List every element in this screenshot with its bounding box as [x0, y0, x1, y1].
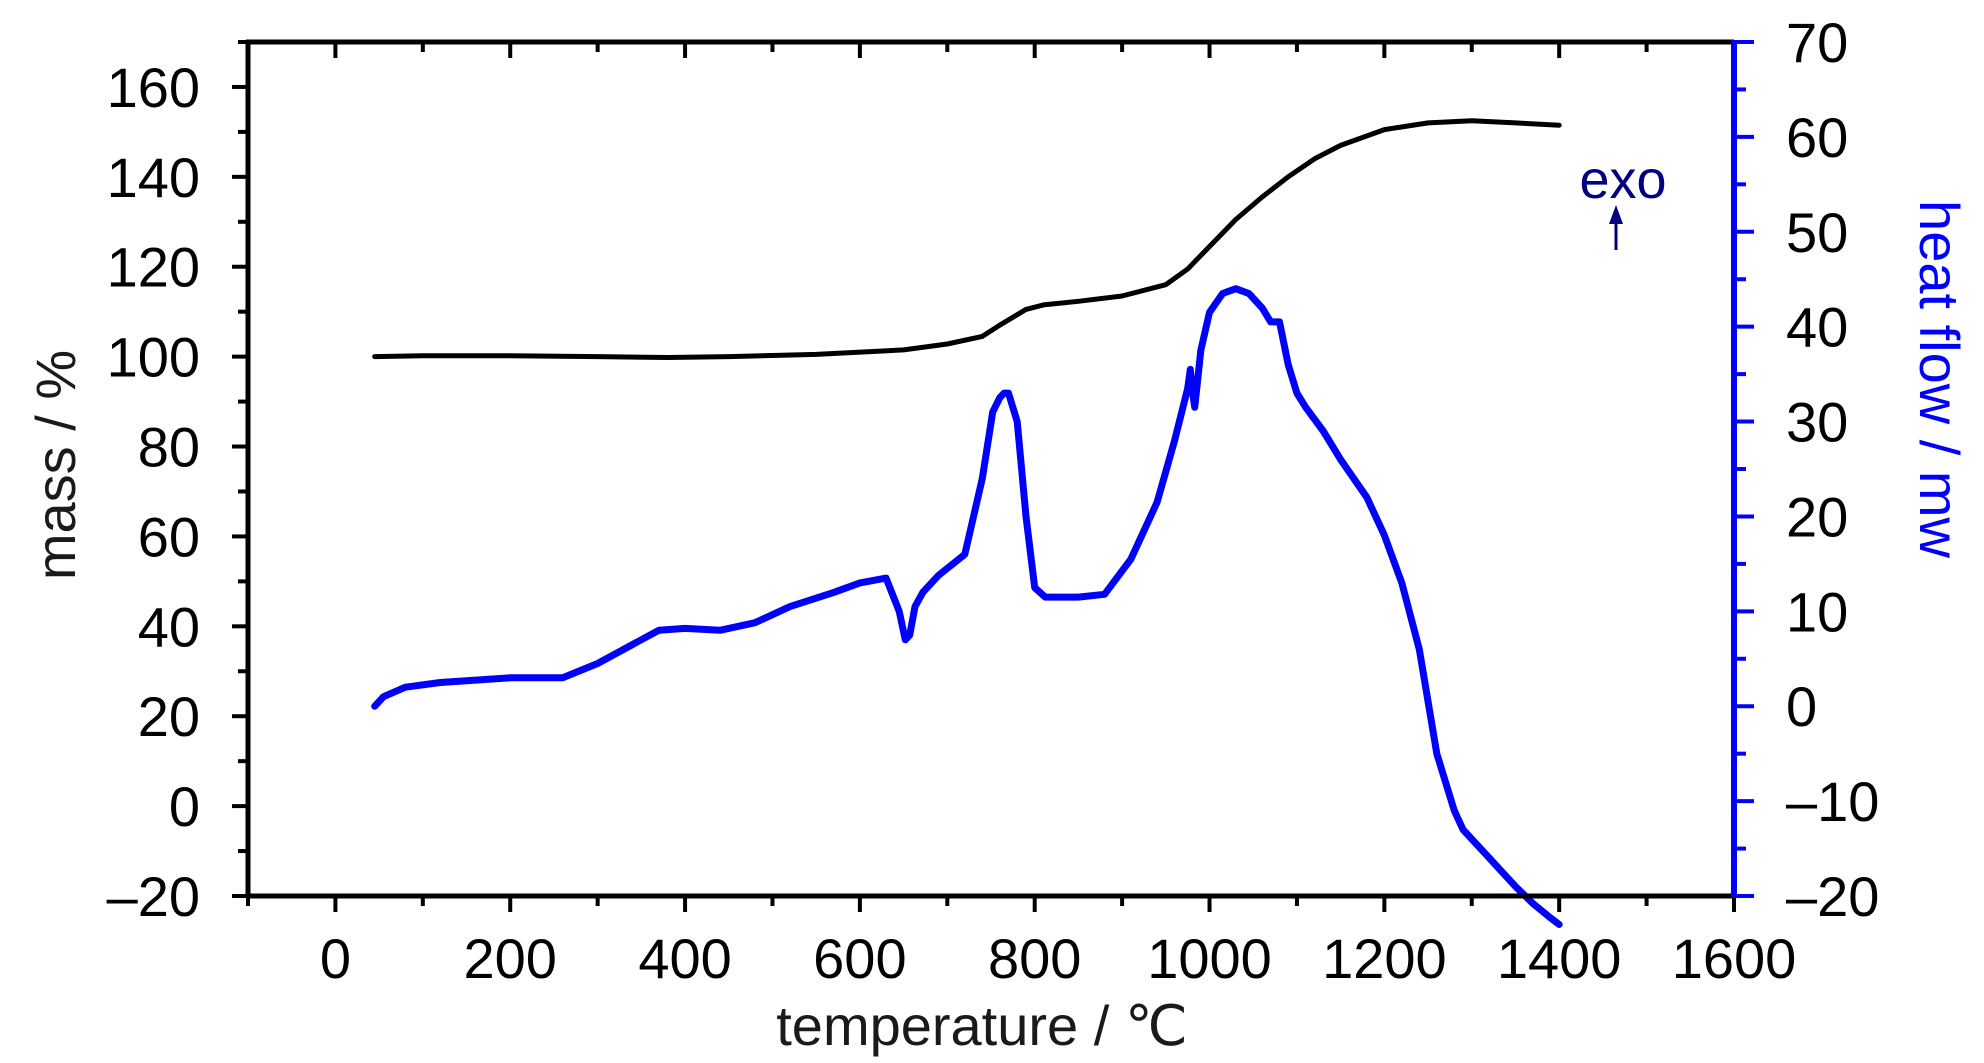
x-tick-label: 1600: [1672, 927, 1797, 990]
left-tick-label: 0: [169, 775, 200, 838]
heat-flow-curve: [371, 285, 1563, 928]
x-tick-label: 1000: [1147, 927, 1272, 990]
left-tick-label: 120: [107, 236, 200, 299]
left-tick-label: 160: [107, 56, 200, 119]
mass-curve: [372, 118, 1562, 360]
left-tick-label: 40: [138, 595, 200, 658]
exo-annotation: exo: [1579, 150, 1666, 210]
x-tick-label: 0: [320, 927, 351, 990]
right-tick-label: 70: [1786, 11, 1848, 74]
right-tick-labels: –20 –10 0 10 20 30 40 50 60 70: [1786, 11, 1879, 928]
right-axis-ticks: [1734, 40, 1754, 898]
right-axis-title: heat flow / mw: [1908, 200, 1971, 558]
right-tick-label: 0: [1786, 675, 1817, 738]
right-tick-label: 60: [1786, 106, 1848, 169]
left-axis-title: mass / %: [24, 350, 87, 580]
right-tick-label: –20: [1786, 865, 1879, 928]
right-tick-label: 30: [1786, 391, 1848, 454]
x-tick-label: 1200: [1322, 927, 1447, 990]
left-tick-label: 100: [107, 326, 200, 389]
left-tick-label: 60: [138, 505, 200, 568]
left-tick-labels: –20 0 20 40 60 80 100 120 140 160: [107, 56, 200, 928]
x-tick-label: 200: [464, 927, 557, 990]
exo-arrow-icon: [1609, 205, 1623, 250]
right-tick-label: 40: [1786, 296, 1848, 359]
x-tick-label: 1400: [1497, 927, 1622, 990]
right-tick-label: 10: [1786, 580, 1848, 643]
x-tick-label: 400: [638, 927, 731, 990]
left-tick-label: 140: [107, 146, 200, 209]
left-tick-label: –20: [107, 865, 200, 928]
x-tick-label: 800: [988, 927, 1081, 990]
right-tick-label: –10: [1786, 770, 1879, 833]
x-tick-labels: 0 200 400 600 800 1000 1200 1400 1600: [320, 927, 1796, 990]
x-tick-label: 600: [813, 927, 906, 990]
left-tick-label: 80: [138, 416, 200, 479]
x-axis-title: temperature / ℃: [776, 994, 1188, 1057]
left-tick-label: 20: [138, 685, 200, 748]
right-tick-label: 50: [1786, 201, 1848, 264]
right-tick-label: 20: [1786, 485, 1848, 548]
x-axis-ticks: [246, 42, 1736, 912]
